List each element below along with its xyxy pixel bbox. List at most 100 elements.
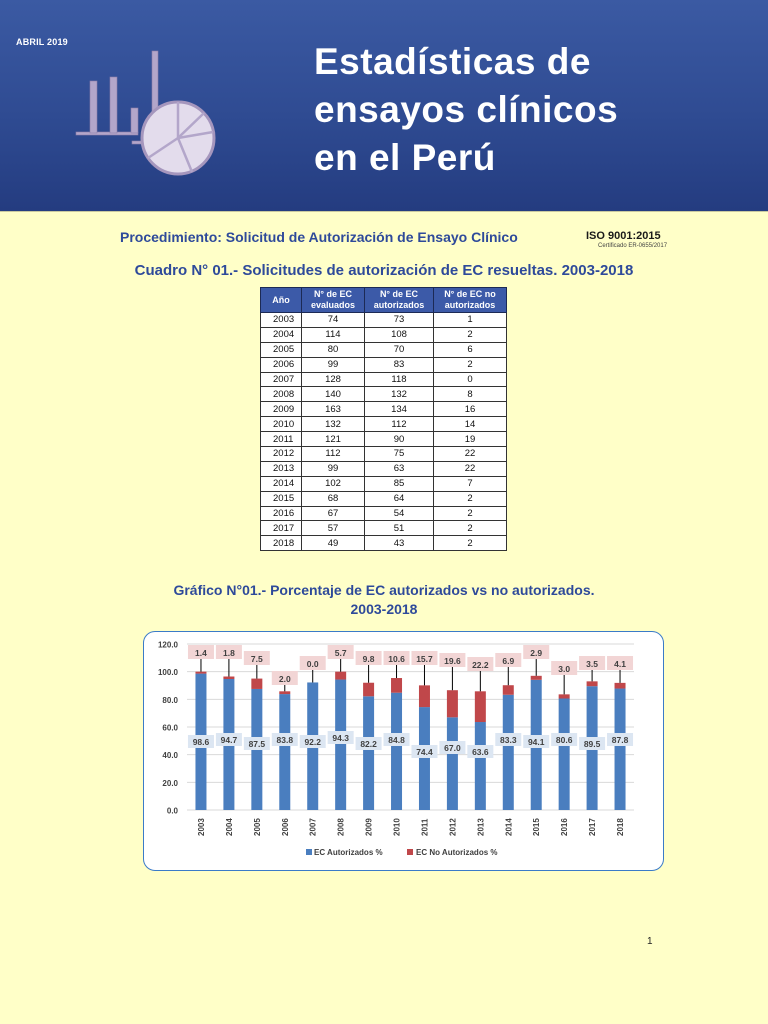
x-tick-label: 2003 <box>197 818 206 836</box>
data-label-bg <box>355 737 382 750</box>
cell-year: 2007 <box>260 371 302 388</box>
data-label-bg <box>271 671 298 685</box>
x-tick-label: 2014 <box>504 818 513 836</box>
data-label-authorized: 94.3 <box>332 733 349 743</box>
table-row: 2008 140 132 8 <box>260 386 507 403</box>
x-tick-label: 2009 <box>365 818 374 836</box>
data-label-not-authorized: 9.8 <box>363 654 375 664</box>
data-label-bg <box>383 651 410 665</box>
cell-authorized: 112 <box>364 416 434 433</box>
cell-not-authorized: 7 <box>433 475 507 492</box>
data-label-authorized: 87.5 <box>249 739 266 749</box>
procedure-title: Procedimiento: Solicitud de Autorización… <box>120 229 518 245</box>
bar-not-authorized <box>474 691 486 723</box>
cell-authorized: 70 <box>364 341 434 358</box>
data-label-authorized: 67.0 <box>444 743 461 753</box>
data-label-not-authorized: 15.7 <box>416 654 433 664</box>
y-tick-label: 80.0 <box>162 696 178 705</box>
title-line: ensayos clínicos <box>314 89 619 130</box>
iso-certificate: Certificado ER-0655/2017 <box>598 243 668 249</box>
cell-authorized: 75 <box>364 446 434 462</box>
cell-evaluated: 57 <box>301 520 365 537</box>
data-label-not-authorized: 19.6 <box>444 656 461 666</box>
bar-authorized <box>363 696 375 810</box>
data-label-bg <box>523 735 550 748</box>
data-label-authorized: 63.6 <box>472 747 489 757</box>
cell-authorized: 43 <box>364 535 434 552</box>
x-tick-label: 2007 <box>309 818 318 836</box>
cell-year: 2011 <box>260 431 302 448</box>
cell-year: 2018 <box>260 535 302 552</box>
data-label-bg <box>411 651 438 665</box>
cell-not-authorized: 2 <box>433 520 507 537</box>
data-label-not-authorized: 7.5 <box>251 654 263 664</box>
y-tick-label: 20.0 <box>162 779 178 788</box>
data-label-not-authorized: 5.7 <box>335 648 347 658</box>
data-label-bg <box>607 733 634 746</box>
table-row: 2012 112 75 22 <box>260 446 507 462</box>
bar-authorized <box>335 679 347 810</box>
data-label-bg <box>299 735 326 748</box>
cell-evaluated: 99 <box>301 356 365 373</box>
cell-year: 2016 <box>260 505 302 522</box>
data-label-authorized: 94.1 <box>528 737 545 747</box>
cell-not-authorized: 22 <box>433 446 507 462</box>
y-tick-label: 0.0 <box>167 807 179 816</box>
cell-not-authorized: 2 <box>433 356 507 373</box>
bar-authorized <box>279 694 291 810</box>
cell-year: 2014 <box>260 475 302 492</box>
x-tick-label: 2016 <box>560 818 569 836</box>
x-tick-label: 2005 <box>253 818 262 836</box>
table-row: 2018 49 43 2 <box>260 535 507 552</box>
cell-year: 2005 <box>260 341 302 358</box>
data-label-authorized: 83.3 <box>500 735 517 745</box>
cell-authorized: 132 <box>364 386 434 403</box>
bar-authorized <box>391 692 403 810</box>
column-header-year: Año <box>260 287 302 313</box>
data-label-authorized: 87.8 <box>612 735 629 745</box>
data-label-not-authorized: 4.1 <box>614 659 626 669</box>
cell-evaluated: 163 <box>301 401 365 418</box>
table-row: 2004 114 108 2 <box>260 326 507 343</box>
column-header-authorized: N° de EC autorizados <box>364 287 434 313</box>
data-label-not-authorized: 10.6 <box>388 654 405 664</box>
table-row: 2011 121 90 19 <box>260 431 507 448</box>
cell-not-authorized: 2 <box>433 535 507 552</box>
data-label-authorized: 89.5 <box>584 739 601 749</box>
cell-authorized: 85 <box>364 475 434 492</box>
bar-not-authorized <box>363 682 375 697</box>
table-row: 2014 102 85 7 <box>260 475 507 492</box>
cell-authorized: 83 <box>364 356 434 373</box>
cell-evaluated: 67 <box>301 505 365 522</box>
table-row: 2015 68 64 2 <box>260 490 507 507</box>
table-row: 2006 99 83 2 <box>260 356 507 373</box>
data-label-not-authorized: 2.9 <box>530 648 542 658</box>
data-label-not-authorized: 6.9 <box>502 656 514 666</box>
data-label-bg <box>439 653 466 667</box>
cell-not-authorized: 2 <box>433 505 507 522</box>
cell-not-authorized: 16 <box>433 401 507 418</box>
bar-not-authorized <box>418 685 430 708</box>
bar-authorized <box>446 717 458 810</box>
x-tick-label: 2004 <box>225 818 234 836</box>
iso-certification: ISO 9001:2015 Certificado ER-0655/2017 <box>586 230 667 250</box>
report-date: ABRIL 2019 <box>16 37 68 47</box>
legend-label-not-authorized: EC No Autorizados % <box>416 848 497 857</box>
data-label-not-authorized: 22.2 <box>472 660 489 670</box>
cell-year: 2015 <box>260 490 302 507</box>
cell-authorized: 51 <box>364 520 434 537</box>
cell-authorized: 134 <box>364 401 434 418</box>
cell-evaluated: 132 <box>301 416 365 433</box>
stacked-bar-chart: 0.0 20.0 40.0 60.0 80.0 100.0 120.0 98.6 1.4 2003… <box>158 641 634 857</box>
cell-not-authorized: 2 <box>433 326 507 343</box>
x-tick-label: 2018 <box>616 818 625 836</box>
x-tick-label: 2011 <box>420 818 429 836</box>
table-header-row: Año N° de EC evaluados N° de EC autorizado… <box>260 287 507 313</box>
data-label-bg <box>607 656 634 670</box>
legend-swatch-authorized <box>306 849 312 855</box>
requests-table: Año N° de EC evaluados N° de EC autorizado… <box>260 287 507 552</box>
cell-year: 2006 <box>260 356 302 373</box>
data-label-bg <box>327 731 354 744</box>
x-tick-label: 2015 <box>532 818 541 836</box>
title-line: Estadísticas de <box>314 41 591 82</box>
